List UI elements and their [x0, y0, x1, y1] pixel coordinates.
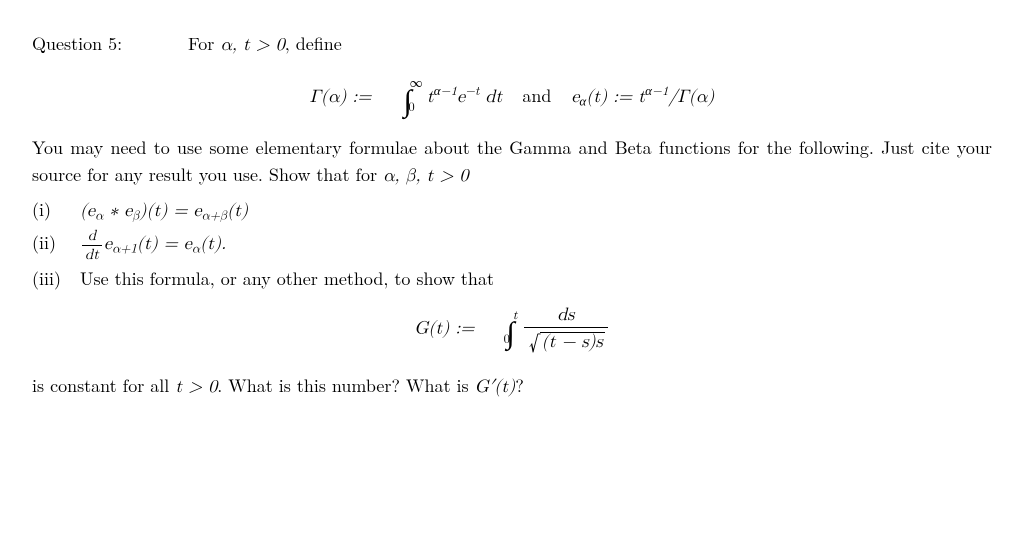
item-iii-label: (iii)	[32, 265, 74, 292]
item-ii: (ii) d dt eα+1(t) = eα(t).	[32, 228, 992, 263]
item-i: (i) (eα ∗ eβ)(t) = eα+β(t)	[32, 196, 992, 226]
d-dt-fraction: d dt	[82, 228, 102, 263]
final-paragraph: is constant for all t > 0. What is this …	[32, 372, 992, 401]
g-definition-equation: G(t) := ∫t0 ds √(t − s)s	[32, 306, 992, 354]
instruction-paragraph: You may need to use some elementary form…	[32, 134, 992, 190]
and-word: and	[522, 82, 551, 109]
intro-text: For α, t > 0, define	[188, 31, 342, 56]
sqrt: √(t − s)s	[527, 329, 605, 354]
item-ii-label: (ii)	[32, 229, 74, 256]
item-iii: (iii) Use this formula, or any other met…	[32, 265, 992, 292]
question-label: Question 5:	[32, 30, 182, 57]
integrand-fraction: ds √(t − s)s	[524, 306, 608, 354]
question-header: Question 5: For α, t > 0, define	[32, 30, 992, 59]
definition-equation: Γ(α) := ∫∞0 tα−1e−t dt and eα(t) := tα−1…	[32, 73, 992, 116]
item-i-label: (i)	[32, 196, 74, 223]
